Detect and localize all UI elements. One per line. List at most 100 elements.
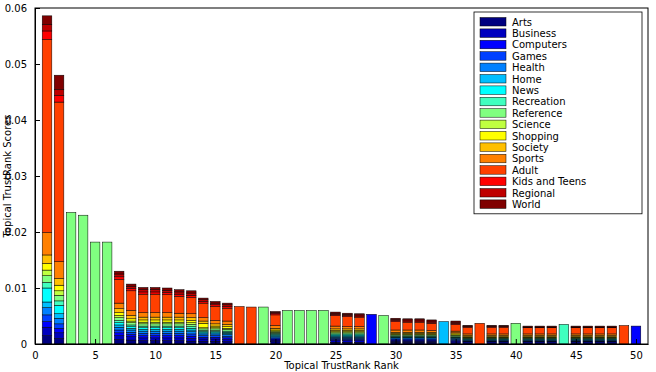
bar-segment (150, 290, 160, 292)
bar-segment (631, 326, 641, 327)
bar-segment (102, 242, 112, 344)
legend-box (474, 12, 642, 214)
bar-segment (42, 233, 52, 255)
bar-segment (571, 336, 581, 338)
bar-segment (162, 320, 172, 322)
bar-segment (78, 215, 88, 344)
bar-segment (595, 327, 605, 329)
bar-segment (198, 334, 208, 336)
tick-mark (636, 339, 637, 344)
bar-segment (198, 337, 208, 339)
bar-segment (150, 320, 160, 322)
bar-segment (463, 336, 473, 338)
legend-label: Home (512, 74, 542, 85)
bar-segment (78, 215, 88, 216)
tick-mark (516, 339, 517, 344)
bar-segment (415, 338, 425, 339)
bar-segment (427, 336, 437, 338)
bar-segment (403, 337, 413, 339)
bar-segment (595, 338, 605, 340)
bar-segment (631, 326, 641, 327)
series-bars (42, 327, 617, 343)
bar-segment (463, 337, 473, 339)
bar-segment (463, 337, 473, 339)
bar-segment (174, 328, 184, 330)
bar-segment (198, 339, 208, 341)
bar-segment (174, 320, 184, 322)
bar-segment (90, 242, 100, 243)
bar-segment (367, 314, 377, 344)
bar-segment (607, 339, 617, 341)
bar-segment (295, 310, 305, 311)
bar-segment (571, 326, 581, 328)
bar-segment (283, 310, 293, 311)
bar-segment (150, 287, 160, 289)
bar-segment (162, 322, 172, 324)
bar-segment (42, 336, 52, 344)
bar-segment (547, 326, 557, 328)
tick-label: 5 (92, 350, 98, 361)
bar-segment (487, 325, 497, 327)
bar-segment (162, 333, 172, 335)
bar-segment (42, 327, 52, 335)
bar-segment (54, 102, 64, 262)
legend-swatch (480, 40, 506, 49)
bar-segment (631, 326, 641, 327)
bar-segment (66, 212, 76, 344)
bar-segment (223, 303, 233, 305)
bar-segment (42, 315, 52, 322)
bar-segment (186, 327, 196, 329)
bar-segment (138, 328, 148, 330)
bar-segment (583, 326, 593, 328)
bar-segment (523, 326, 533, 328)
bar-segment (54, 295, 64, 301)
bar-segment (379, 315, 389, 316)
bar-segment (223, 327, 233, 329)
bar-segment (150, 322, 160, 324)
bar-segment (607, 327, 617, 329)
bar-segment (114, 318, 124, 321)
bar-segment (367, 314, 377, 315)
bar-segment (102, 242, 112, 243)
bar-segment (487, 326, 497, 328)
bar-segment (559, 324, 569, 325)
bar-segment (54, 95, 64, 102)
bar-segment (42, 276, 52, 283)
bar-segment (54, 90, 64, 96)
bar-segment (90, 242, 100, 243)
tick: 0.05 (5, 59, 40, 70)
bar-segment (223, 305, 233, 307)
tick-label: 0 (21, 339, 27, 350)
bar-segment (583, 342, 593, 343)
bar-segment (271, 312, 281, 313)
bar-segment (235, 306, 245, 307)
bar-segment (451, 337, 461, 339)
tick-label: 10 (149, 350, 162, 361)
bar-segment (595, 341, 605, 343)
bar-segment (631, 326, 641, 327)
bar-segment (295, 310, 305, 311)
bar-segment (487, 340, 497, 342)
bar-segment (162, 290, 172, 292)
bar-segment (535, 342, 545, 343)
bar-segment (547, 337, 557, 339)
bar-segment (223, 336, 233, 338)
bar-segment (511, 323, 521, 324)
legend-swatch (480, 177, 506, 186)
bar-segment (210, 301, 220, 303)
bar-segment (126, 310, 136, 315)
bar-segment (90, 242, 100, 243)
tick: 0.01 (5, 283, 40, 294)
bar-segment (126, 321, 136, 323)
plot: 0510152025303540455000.010.020.030.040.0… (5, 3, 649, 361)
bar-segment (102, 242, 112, 243)
bar-segment (631, 326, 641, 327)
bar-segment (198, 300, 208, 302)
bar-segment (595, 326, 605, 328)
bar-segment (439, 321, 449, 322)
bar-segment (114, 327, 124, 330)
bar-segment (138, 317, 148, 320)
chart: 0510152025303540455000.010.020.030.040.0… (0, 0, 656, 372)
bar-segment (223, 324, 233, 326)
bar-segment (343, 317, 353, 327)
